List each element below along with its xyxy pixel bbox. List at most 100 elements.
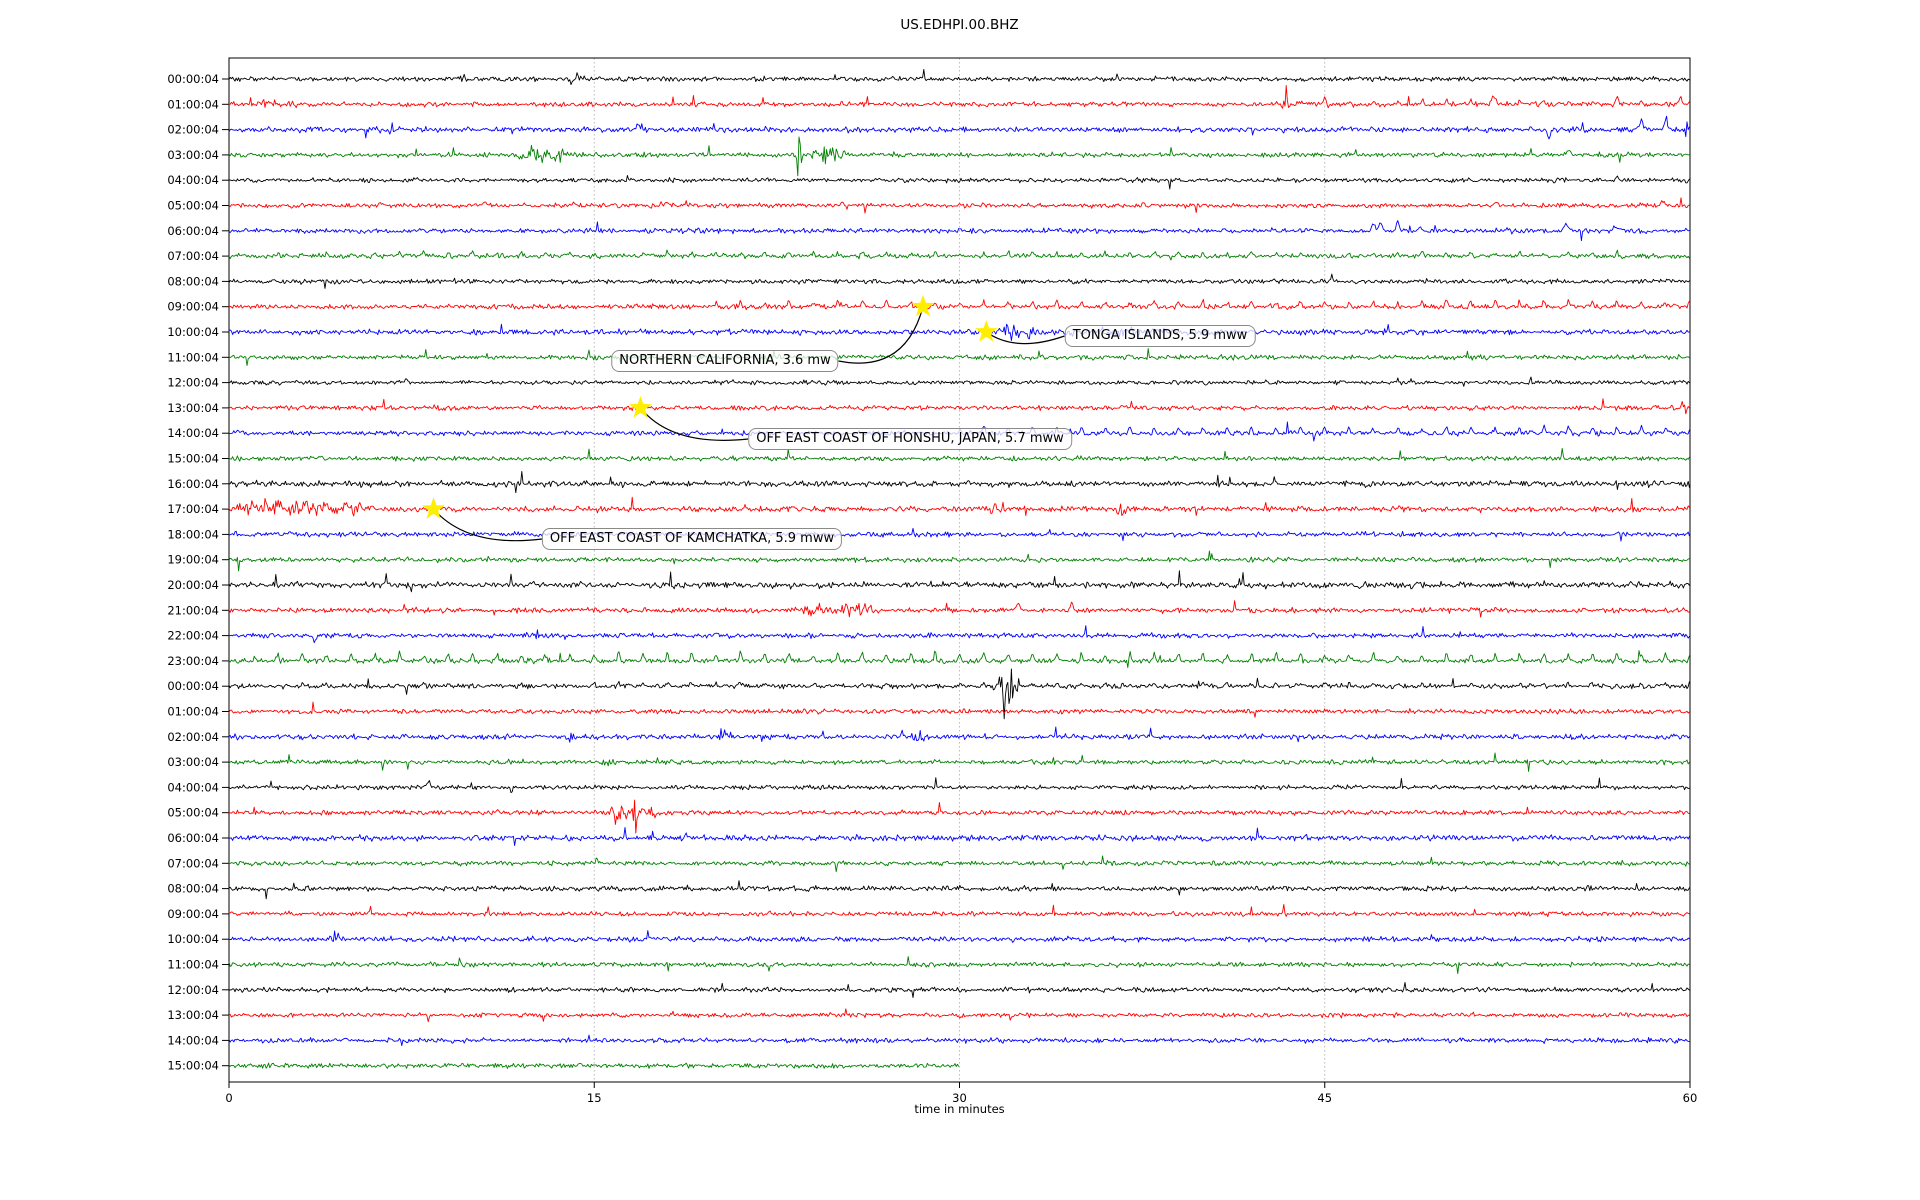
hour-label-39: 15:00:04: [167, 1059, 219, 1073]
seismogram-trace-31: [228, 855, 1690, 873]
event-star-icon-2: [629, 395, 652, 418]
hour-label-38: 14:00:04: [167, 1033, 219, 1047]
seismogram-trace-17: [228, 496, 1690, 517]
seismogram-trace-19: [228, 550, 1690, 572]
x-tick-label-45: 45: [1317, 1091, 1332, 1105]
hour-label-4: 04:00:04: [167, 173, 219, 187]
hour-label-19: 19:00:04: [167, 553, 219, 567]
seismogram-trace-0: [228, 69, 1690, 86]
seismogram-trace-26: [228, 726, 1690, 743]
event-leader-3: [433, 508, 543, 542]
seismogram-trace-15: [228, 447, 1690, 462]
seismogram-trace-24: [228, 668, 1690, 720]
hour-label-29: 05:00:04: [167, 806, 219, 820]
event-star-icon-3: [422, 497, 445, 519]
seismogram-trace-6: [228, 220, 1690, 242]
seismogram-trace-25: [228, 701, 1690, 718]
seismogram-trace-10: [228, 323, 1690, 342]
hour-label-10: 10:00:04: [167, 325, 219, 339]
seismogram-trace-32: [228, 880, 1690, 900]
hour-label-37: 13:00:04: [167, 1008, 219, 1022]
seismogram-trace-18: [228, 527, 1690, 542]
seismogram-trace-30: [228, 827, 1690, 847]
seismogram-trace-3: [228, 136, 1690, 177]
seismogram-trace-8: [228, 273, 1690, 289]
seismogram-trace-22: [228, 625, 1690, 644]
event-annotation-2: OFF EAST COAST OF HONSHU, JAPAN, 5.7 mww: [748, 428, 1072, 450]
hour-label-24: 00:00:04: [167, 679, 219, 693]
seismogram-trace-20: [228, 570, 1690, 593]
hour-label-21: 21:00:04: [167, 603, 219, 617]
x-tick-label-15: 15: [587, 1091, 602, 1105]
hour-label-31: 07:00:04: [167, 856, 219, 870]
seismogram-trace-29: [228, 799, 1690, 834]
seismogram-trace-11: [228, 348, 1690, 366]
seismogram-trace-7: [228, 249, 1690, 261]
hour-label-32: 08:00:04: [167, 882, 219, 896]
seismogram-trace-12: [228, 376, 1690, 387]
event-leader-2: [640, 407, 749, 441]
hour-label-26: 02:00:04: [167, 730, 219, 744]
x-tick-label-30: 30: [952, 1091, 967, 1105]
event-leader-1: [985, 331, 1065, 345]
hour-label-2: 02:00:04: [167, 123, 219, 137]
seismogram-trace-33: [228, 903, 1690, 918]
x-tick-label-60: 60: [1683, 1091, 1698, 1105]
hour-label-12: 12:00:04: [167, 376, 219, 390]
hour-label-36: 12:00:04: [167, 983, 219, 997]
seismogram-trace-37: [228, 1008, 1690, 1023]
hour-label-1: 01:00:04: [167, 97, 219, 111]
hour-label-27: 03:00:04: [167, 755, 219, 769]
seismogram-trace-16: [228, 471, 1690, 494]
seismogram-trace-1: [228, 85, 1690, 109]
seismogram-trace-39: [228, 1062, 960, 1069]
hour-label-25: 01:00:04: [167, 705, 219, 719]
figure-title: US.EDHPI.00.BHZ: [900, 17, 1019, 33]
event-star-icon-0: [911, 294, 935, 317]
seismogram-trace-35: [228, 956, 1690, 975]
seismogram-trace-28: [228, 777, 1690, 794]
seismogram-trace-2: [228, 115, 1690, 140]
seismogram-trace-38: [228, 1034, 1690, 1047]
hour-label-22: 22:00:04: [167, 629, 219, 643]
hour-label-30: 06:00:04: [167, 831, 219, 845]
hour-label-5: 05:00:04: [167, 199, 219, 213]
hour-label-14: 14:00:04: [167, 426, 219, 440]
seismogram-trace-36: [228, 982, 1690, 998]
hour-label-23: 23:00:04: [167, 654, 219, 668]
event-star-icon-1: [974, 320, 998, 342]
hour-label-33: 09:00:04: [167, 907, 219, 921]
seismogram-trace-21: [228, 600, 1690, 618]
event-leader-0: [838, 306, 924, 364]
hour-label-3: 03:00:04: [167, 148, 219, 162]
seismogram-trace-23: [228, 650, 1690, 669]
seismogram-trace-27: [228, 752, 1690, 772]
hour-label-0: 00:00:04: [167, 72, 219, 86]
hour-label-13: 13:00:04: [167, 401, 219, 415]
hour-label-7: 07:00:04: [167, 249, 219, 263]
hour-label-6: 06:00:04: [167, 224, 219, 238]
x-axis-label: time in minutes: [914, 1102, 1005, 1116]
event-annotation-0: NORTHERN CALIFORNIA, 3.6 mw: [611, 350, 839, 372]
hour-label-28: 04:00:04: [167, 780, 219, 794]
hour-label-16: 16:00:04: [167, 477, 219, 491]
x-tick-label-0: 0: [225, 1091, 232, 1105]
seismogram-trace-9: [228, 298, 1690, 311]
seismogram-trace-34: [228, 930, 1690, 943]
hour-label-35: 11:00:04: [167, 958, 219, 972]
event-annotation-3: OFF EAST COAST OF KAMCHATKA, 5.9 mww: [541, 528, 843, 550]
seismogram-trace-13: [228, 398, 1690, 415]
hour-label-8: 08:00:04: [167, 274, 219, 288]
event-annotation-1: TONGA ISLANDS, 5.9 mww: [1064, 325, 1256, 347]
hour-label-15: 15:00:04: [167, 452, 219, 466]
hour-label-11: 11:00:04: [167, 350, 219, 364]
hour-label-9: 09:00:04: [167, 300, 219, 314]
hour-label-18: 18:00:04: [167, 527, 219, 541]
seismogram-trace-5: [228, 197, 1690, 214]
hour-label-34: 10:00:04: [167, 932, 219, 946]
hour-label-20: 20:00:04: [167, 578, 219, 592]
seismogram-trace-4: [228, 175, 1690, 190]
hour-label-17: 17:00:04: [167, 502, 219, 516]
